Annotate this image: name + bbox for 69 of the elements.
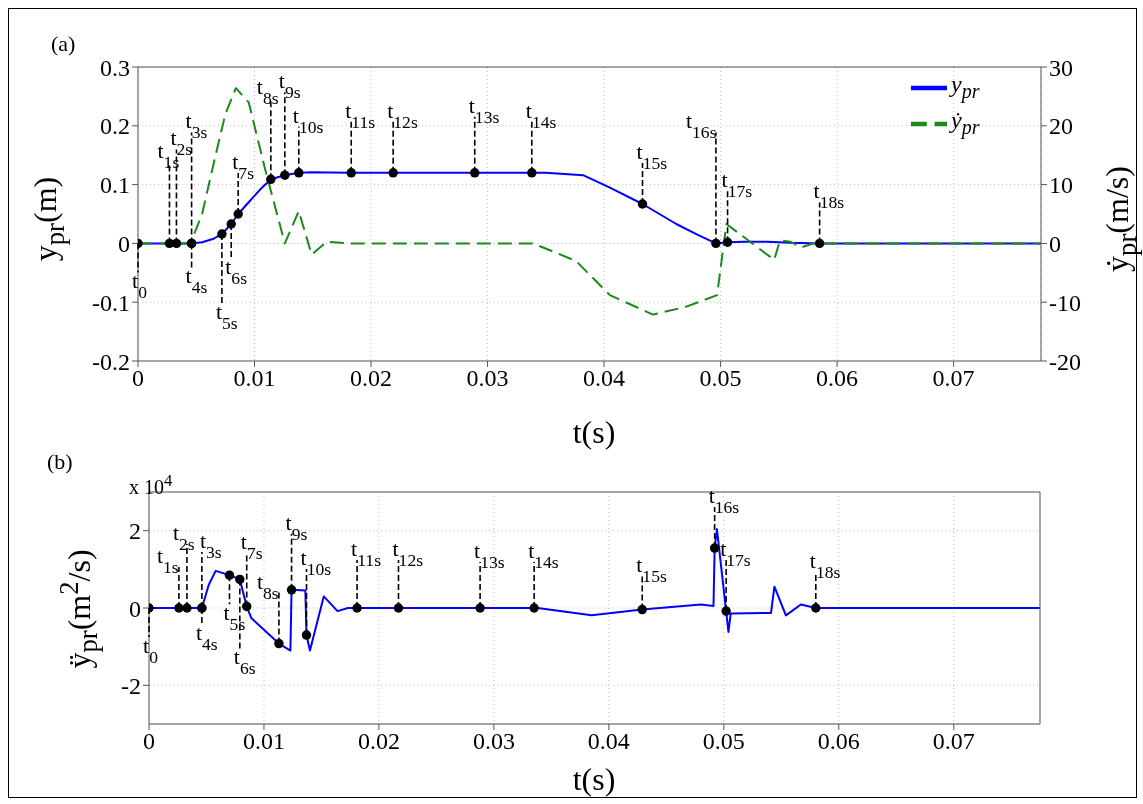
annotation: t$_{15s}$ [636,551,667,586]
annotation: t$_{5s}$ [215,298,238,333]
y-tick-label: 0.1 [100,172,130,199]
y-tick-label: 0 [118,230,130,257]
legend-label: ẏ$_{pr}$ [951,106,980,138]
x-tick-label: 0.07 [932,728,975,755]
x-tick-label: 0.07 [932,365,975,392]
x-tick-label: 0.01 [233,365,276,392]
annotation: x 10$^{4}$ [129,471,173,499]
annotation: t$_{10s}$ [300,545,332,580]
annotation: t$_{7s}$ [232,149,255,183]
annotation: t$_{12s}$ [387,97,418,132]
y-tick-label: 0 [129,595,141,622]
annotation: t$_{17s}$ [720,536,751,571]
annotation: t$_{16s}$ [708,483,740,518]
y-tick-label: 0.3 [100,54,130,81]
chart-title: (b) [47,449,73,475]
legend-label: y$_{pr}$ [951,70,980,102]
annotation: t$_{18s}$ [809,548,841,582]
x-tick-label: 0.04 [583,365,626,392]
annotation: t$_{12s}$ [392,536,424,570]
annotation: t$_{9s}$ [285,509,308,544]
x-tick-label: 0.02 [357,728,400,755]
y-tick-label: 0.2 [100,113,130,140]
x-axis-title: t(s) [572,414,616,451]
annotation: t$_{6s}$ [225,254,248,288]
annotation: t$_{13s}$ [468,92,500,127]
x-axis-title: t(s) [572,761,616,798]
y2-tick-label: 0 [1049,230,1061,257]
chart-title: (a) [51,31,76,57]
x-tick-label: 0.01 [242,728,285,755]
x-tick-label: 0.06 [817,728,860,755]
y2-tick-label: 30 [1049,54,1073,81]
annotation: t$_{6s}$ [233,644,256,679]
annotation: t$_{4s}$ [195,620,218,654]
annotation: t$_{0}$ [132,268,148,303]
annotation: t$_{11s}$ [351,536,382,570]
annotation: t$_{17s}$ [721,167,753,202]
x-tick-label: 0.05 [699,365,742,392]
y-tick-label: 2 [129,518,141,545]
annotation: t$_{18s}$ [813,178,845,213]
annotation: t$_{5s}$ [223,600,246,635]
y2-tick-label: -20 [1049,348,1081,375]
x-tick-label: 0.02 [350,365,393,392]
y-tick-label: -0.1 [92,289,130,316]
y2-tick-label: 20 [1049,113,1073,140]
x-tick-label: 0.03 [472,728,515,755]
x-tick-label: 0.06 [816,365,859,392]
annotation: t$_{8s}$ [256,74,279,109]
annotation: t$_{0}$ [143,633,159,667]
x-tick-label: 0.03 [466,365,509,392]
annotation: t$_{10s}$ [292,102,324,137]
y2-tick-label: 10 [1049,172,1073,199]
y2-tick-label: -10 [1049,289,1081,316]
annotation: t$_{3s}$ [199,528,222,562]
annotation: t$_{14s}$ [528,538,559,572]
annotation: t$_{15s}$ [636,139,668,173]
annotation: t$_{9s}$ [278,68,301,103]
x-tick-label: 0.05 [702,728,745,755]
annotation: t$_{8s}$ [256,568,279,603]
annotation: t$_{7s}$ [240,529,263,564]
annotation: t$_{4s}$ [185,263,208,298]
annotation: t$_{11s}$ [345,97,376,132]
x-tick-label: 0.04 [587,728,630,755]
y-tick-label: -2 [121,672,141,699]
annotation: t$_{16s}$ [685,108,717,143]
y-tick-label: -0.2 [92,348,130,375]
annotation: t$_{13s}$ [474,538,505,572]
annotation: t$_{14s}$ [525,97,557,132]
